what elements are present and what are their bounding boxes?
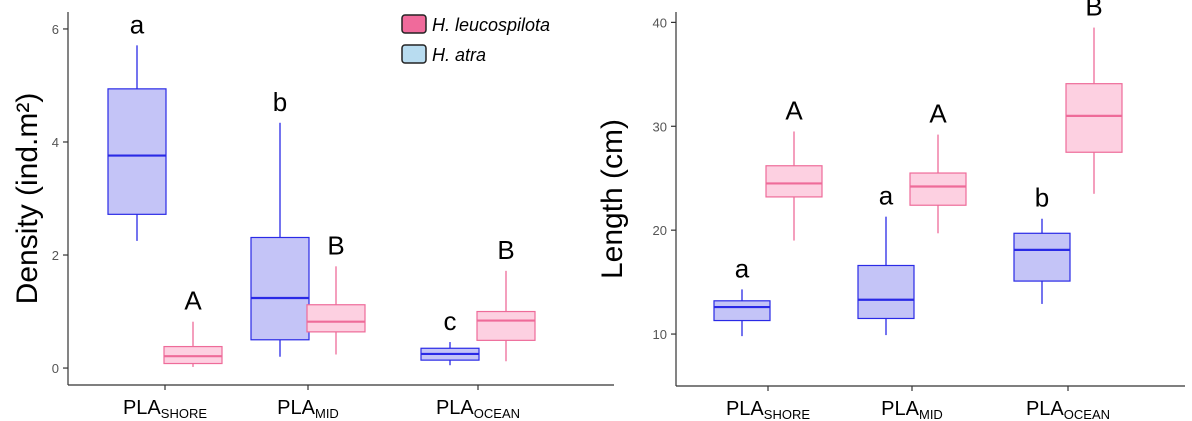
significance-letter: A xyxy=(929,99,947,129)
box-iqr xyxy=(476,310,536,341)
significance-letter: a xyxy=(879,181,894,211)
box-iqr xyxy=(713,300,771,322)
significance-letter: b xyxy=(273,87,287,117)
significance-letter: b xyxy=(1035,183,1049,213)
y-tick-label: 40 xyxy=(653,15,667,30)
y-axis-label: Length (cm) xyxy=(596,119,629,279)
box-atra-0: a xyxy=(713,253,771,337)
x-tick-label: PLAMID xyxy=(881,398,943,421)
box-atra-0: a xyxy=(107,9,167,241)
box-iqr xyxy=(857,264,915,320)
x-tick-label: PLAOCEAN xyxy=(436,397,520,421)
x-tick-label: PLASHORE xyxy=(726,398,810,421)
box-iqr xyxy=(909,172,967,206)
significance-letter: A xyxy=(184,286,202,316)
x-tick-label: PLASHORE xyxy=(123,397,207,421)
box-leuco-2: B xyxy=(1065,0,1123,194)
legend: H. leucospilota H. atra xyxy=(401,14,550,65)
box-leuco-2: B xyxy=(476,235,536,362)
y-tick-label: 0 xyxy=(52,361,59,376)
box-iqr xyxy=(107,88,167,215)
x-tick-label: PLAOCEAN xyxy=(1026,398,1110,421)
box-iqr xyxy=(765,165,823,198)
legend-swatch-leucospilota xyxy=(401,14,427,34)
significance-letter: B xyxy=(497,235,514,265)
y-tick-label: 20 xyxy=(653,223,667,238)
legend-label-atra: H. atra xyxy=(432,45,486,65)
significance-letter: c xyxy=(444,306,457,336)
box-leuco-0: A xyxy=(163,286,223,367)
significance-letter: a xyxy=(735,253,750,283)
box-iqr xyxy=(250,236,310,341)
box-iqr xyxy=(306,304,366,333)
y-tick-label: 4 xyxy=(52,135,59,150)
density-panel: 0 2 4 6 Density (ind.m²) PLASHORE PLAMID PLAOCE… xyxy=(11,9,614,421)
significance-letter: B xyxy=(327,230,344,260)
box-atra-1: a xyxy=(857,181,915,336)
y-tick-label: 2 xyxy=(52,248,59,263)
box-atra-2: c xyxy=(420,306,480,366)
y-tick-label: 30 xyxy=(653,119,667,134)
box-iqr xyxy=(1013,232,1071,282)
box-leuco-1: A xyxy=(909,99,967,234)
y-axis-label: Density (ind.m²) xyxy=(11,93,44,305)
significance-letter: B xyxy=(1085,0,1102,22)
significance-letter: a xyxy=(130,9,145,39)
legend-label-leucospilota: H. leucospilota xyxy=(432,15,550,35)
legend-swatch-atra xyxy=(401,44,427,64)
box-atra-1: b xyxy=(250,87,310,357)
box-iqr xyxy=(1065,83,1123,153)
box-leuco-1: B xyxy=(306,230,366,355)
box-iqr xyxy=(163,345,223,365)
y-tick-label: 10 xyxy=(653,327,667,342)
box-leuco-0: A xyxy=(765,95,823,241)
x-tick-label: PLAMID xyxy=(277,397,339,421)
length-panel: 10 20 30 40 Length (cm) PLASHORE PLAMID PLAOCEA… xyxy=(596,0,1185,421)
significance-letter: A xyxy=(785,95,803,125)
box-atra-2: b xyxy=(1013,183,1071,304)
y-tick-label: 6 xyxy=(52,22,59,37)
